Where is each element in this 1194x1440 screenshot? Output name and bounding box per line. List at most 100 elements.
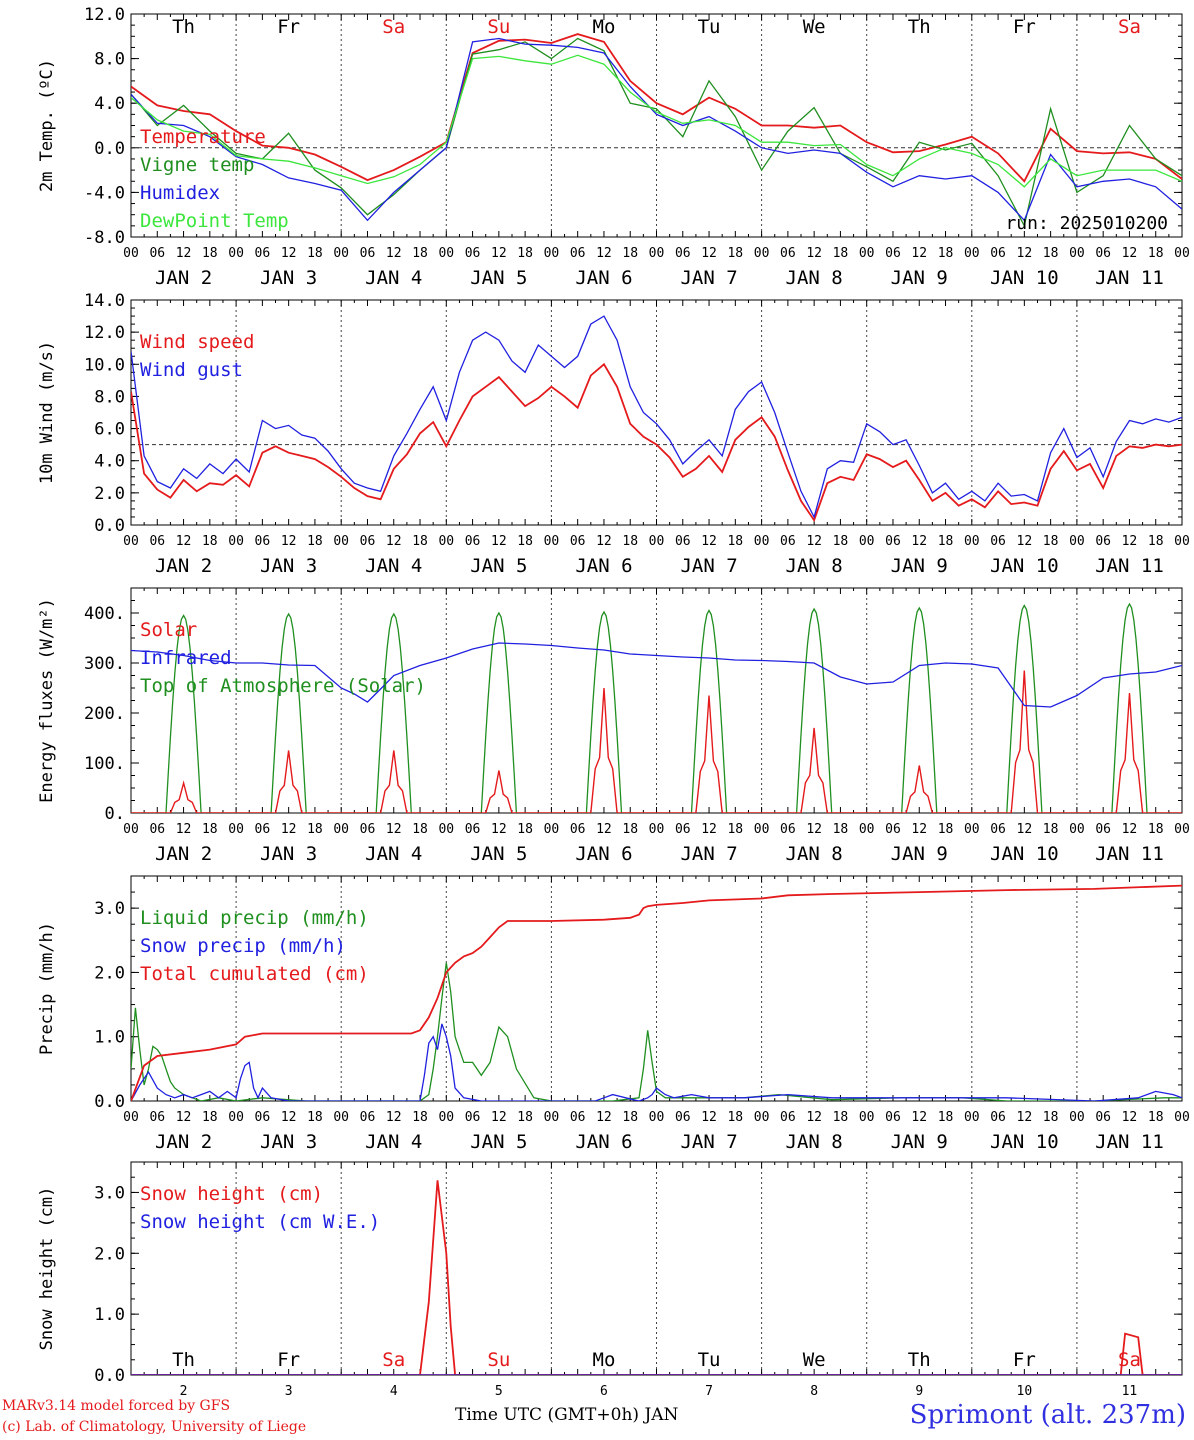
snow-precip-mm-h-line bbox=[131, 1023, 1182, 1101]
y-tick-label: -8.0 bbox=[84, 228, 125, 248]
hour-tick-label: 00 bbox=[649, 246, 665, 261]
weekday-label: Sa bbox=[382, 16, 405, 38]
y-tick-label: 300. bbox=[84, 654, 125, 674]
solar-line bbox=[341, 750, 447, 813]
run-label: run: 2025010200 bbox=[1005, 213, 1168, 234]
hour-tick-label: 12 bbox=[176, 1110, 192, 1125]
hour-tick-label: 06 bbox=[570, 534, 586, 549]
day-label: JAN 5 bbox=[470, 267, 527, 289]
weekday-label: Th bbox=[908, 1349, 931, 1371]
hour-tick-label: 12 bbox=[1122, 534, 1138, 549]
weekday-label: Th bbox=[172, 16, 195, 38]
day-label: JAN 3 bbox=[260, 267, 317, 289]
y-tick-label: 200. bbox=[84, 704, 125, 724]
day-label: JAN 9 bbox=[891, 1131, 948, 1153]
hour-tick-label: 06 bbox=[465, 1110, 481, 1125]
y-axis-label: 2m Temp. (ºC) bbox=[37, 59, 57, 192]
hour-tick-label: 06 bbox=[990, 1110, 1006, 1125]
total-cumulated-cm-line bbox=[131, 884, 1182, 1101]
hour-tick-label: 12 bbox=[806, 1110, 822, 1125]
hour-tick-label: 12 bbox=[281, 534, 297, 549]
hour-tick-label: 18 bbox=[622, 822, 638, 837]
hour-tick-label: 00 bbox=[754, 246, 770, 261]
hour-tick-label: 06 bbox=[1095, 1110, 1111, 1125]
day-label: JAN 2 bbox=[155, 1131, 212, 1153]
hour-tick-label: 12 bbox=[596, 822, 612, 837]
hour-tick-label: 06 bbox=[885, 534, 901, 549]
hour-tick-label: 12 bbox=[911, 1110, 927, 1125]
liquid-precip-mm-h-line bbox=[131, 962, 1182, 1101]
hour-tick-label: 00 bbox=[123, 822, 139, 837]
solar-line bbox=[446, 770, 552, 813]
panel-wind: 0.0 2.0 4.0 6.0 8.0 10.0 12.0 14.0 10m Wind (m/s… bbox=[37, 291, 1190, 577]
hour-tick-label: 18 bbox=[833, 1110, 849, 1125]
hour-tick-label: 00 bbox=[123, 1110, 139, 1125]
day-label: JAN 11 bbox=[1095, 843, 1164, 865]
hour-tick-label: 12 bbox=[701, 534, 717, 549]
solar-line bbox=[131, 780, 237, 813]
hour-tick-label: 00 bbox=[1174, 534, 1190, 549]
hour-tick-label: 12 bbox=[491, 822, 507, 837]
hour-tick-label: 00 bbox=[964, 246, 980, 261]
y-axis-label: 10m Wind (m/s) bbox=[37, 341, 57, 484]
hour-tick-label: 06 bbox=[360, 246, 376, 261]
solar-line bbox=[236, 750, 342, 813]
hour-tick-label: 00 bbox=[123, 534, 139, 549]
toa-solar-line bbox=[866, 606, 972, 813]
y-tick-label: 4.0 bbox=[94, 94, 125, 114]
y-tick-label: 0.0 bbox=[94, 1366, 125, 1386]
day-label: JAN 2 bbox=[155, 555, 212, 577]
day-label: JAN 4 bbox=[365, 843, 422, 865]
hour-tick-label: 00 bbox=[228, 822, 244, 837]
day-label: JAN 3 bbox=[260, 555, 317, 577]
weekday-label: Fr bbox=[277, 1349, 300, 1371]
hour-tick-label: 12 bbox=[386, 822, 402, 837]
day-label: JAN 7 bbox=[680, 267, 737, 289]
hour-tick-label: 18 bbox=[307, 246, 323, 261]
day-number-label: 3 bbox=[285, 1384, 293, 1399]
hour-tick-label: 18 bbox=[202, 534, 218, 549]
snow-height-cm-line bbox=[131, 1332, 1182, 1375]
weekday-label: Th bbox=[172, 1349, 195, 1371]
day-label: JAN 5 bbox=[470, 1131, 527, 1153]
hour-tick-label: 06 bbox=[465, 822, 481, 837]
hour-tick-label: 00 bbox=[964, 1110, 980, 1125]
hour-tick-label: 18 bbox=[412, 1110, 428, 1125]
weekday-label: We bbox=[803, 1349, 826, 1371]
hour-tick-label: 18 bbox=[1148, 1110, 1164, 1125]
hour-tick-label: 18 bbox=[1043, 246, 1059, 261]
hour-tick-label: 18 bbox=[1043, 1110, 1059, 1125]
hour-tick-label: 00 bbox=[859, 1110, 875, 1125]
wind-speed-line bbox=[131, 362, 1182, 523]
legend-entry: Humidex bbox=[140, 182, 220, 204]
hour-tick-label: 18 bbox=[938, 534, 954, 549]
hour-tick-label: 06 bbox=[675, 246, 691, 261]
weekday-label: Su bbox=[487, 16, 510, 38]
hour-tick-label: 06 bbox=[885, 822, 901, 837]
hour-tick-label: 18 bbox=[517, 1110, 533, 1125]
hour-tick-label: 12 bbox=[596, 534, 612, 549]
hour-tick-label: 06 bbox=[255, 822, 271, 837]
solar-line bbox=[1076, 692, 1182, 813]
hour-tick-label: 18 bbox=[622, 534, 638, 549]
y-tick-label: 100. bbox=[84, 754, 125, 774]
hour-tick-label: 12 bbox=[806, 822, 822, 837]
panel-energy: 0. 100. 200. 300. 400. Energy fluxes (W/m²) 00… bbox=[37, 587, 1190, 865]
weekday-label: We bbox=[803, 16, 826, 38]
legend-entry: Wind speed bbox=[140, 331, 254, 353]
hour-tick-label: 12 bbox=[911, 822, 927, 837]
hour-tick-label: 12 bbox=[1122, 246, 1138, 261]
hour-tick-label: 00 bbox=[544, 534, 560, 549]
hour-tick-label: 18 bbox=[307, 534, 323, 549]
hour-tick-label: 06 bbox=[255, 534, 271, 549]
hour-tick-label: 06 bbox=[885, 1110, 901, 1125]
hour-tick-label: 12 bbox=[491, 246, 507, 261]
hour-tick-label: 06 bbox=[149, 1110, 165, 1125]
hour-tick-label: 00 bbox=[333, 246, 349, 261]
lab-credit: (c) Lab. of Climatology, University of L… bbox=[2, 1419, 307, 1435]
hour-tick-label: 06 bbox=[255, 1110, 271, 1125]
y-tick-label: 2.0 bbox=[94, 484, 125, 504]
day-label: JAN 10 bbox=[990, 843, 1059, 865]
day-number-label: 4 bbox=[390, 1384, 398, 1399]
hour-tick-label: 06 bbox=[149, 246, 165, 261]
